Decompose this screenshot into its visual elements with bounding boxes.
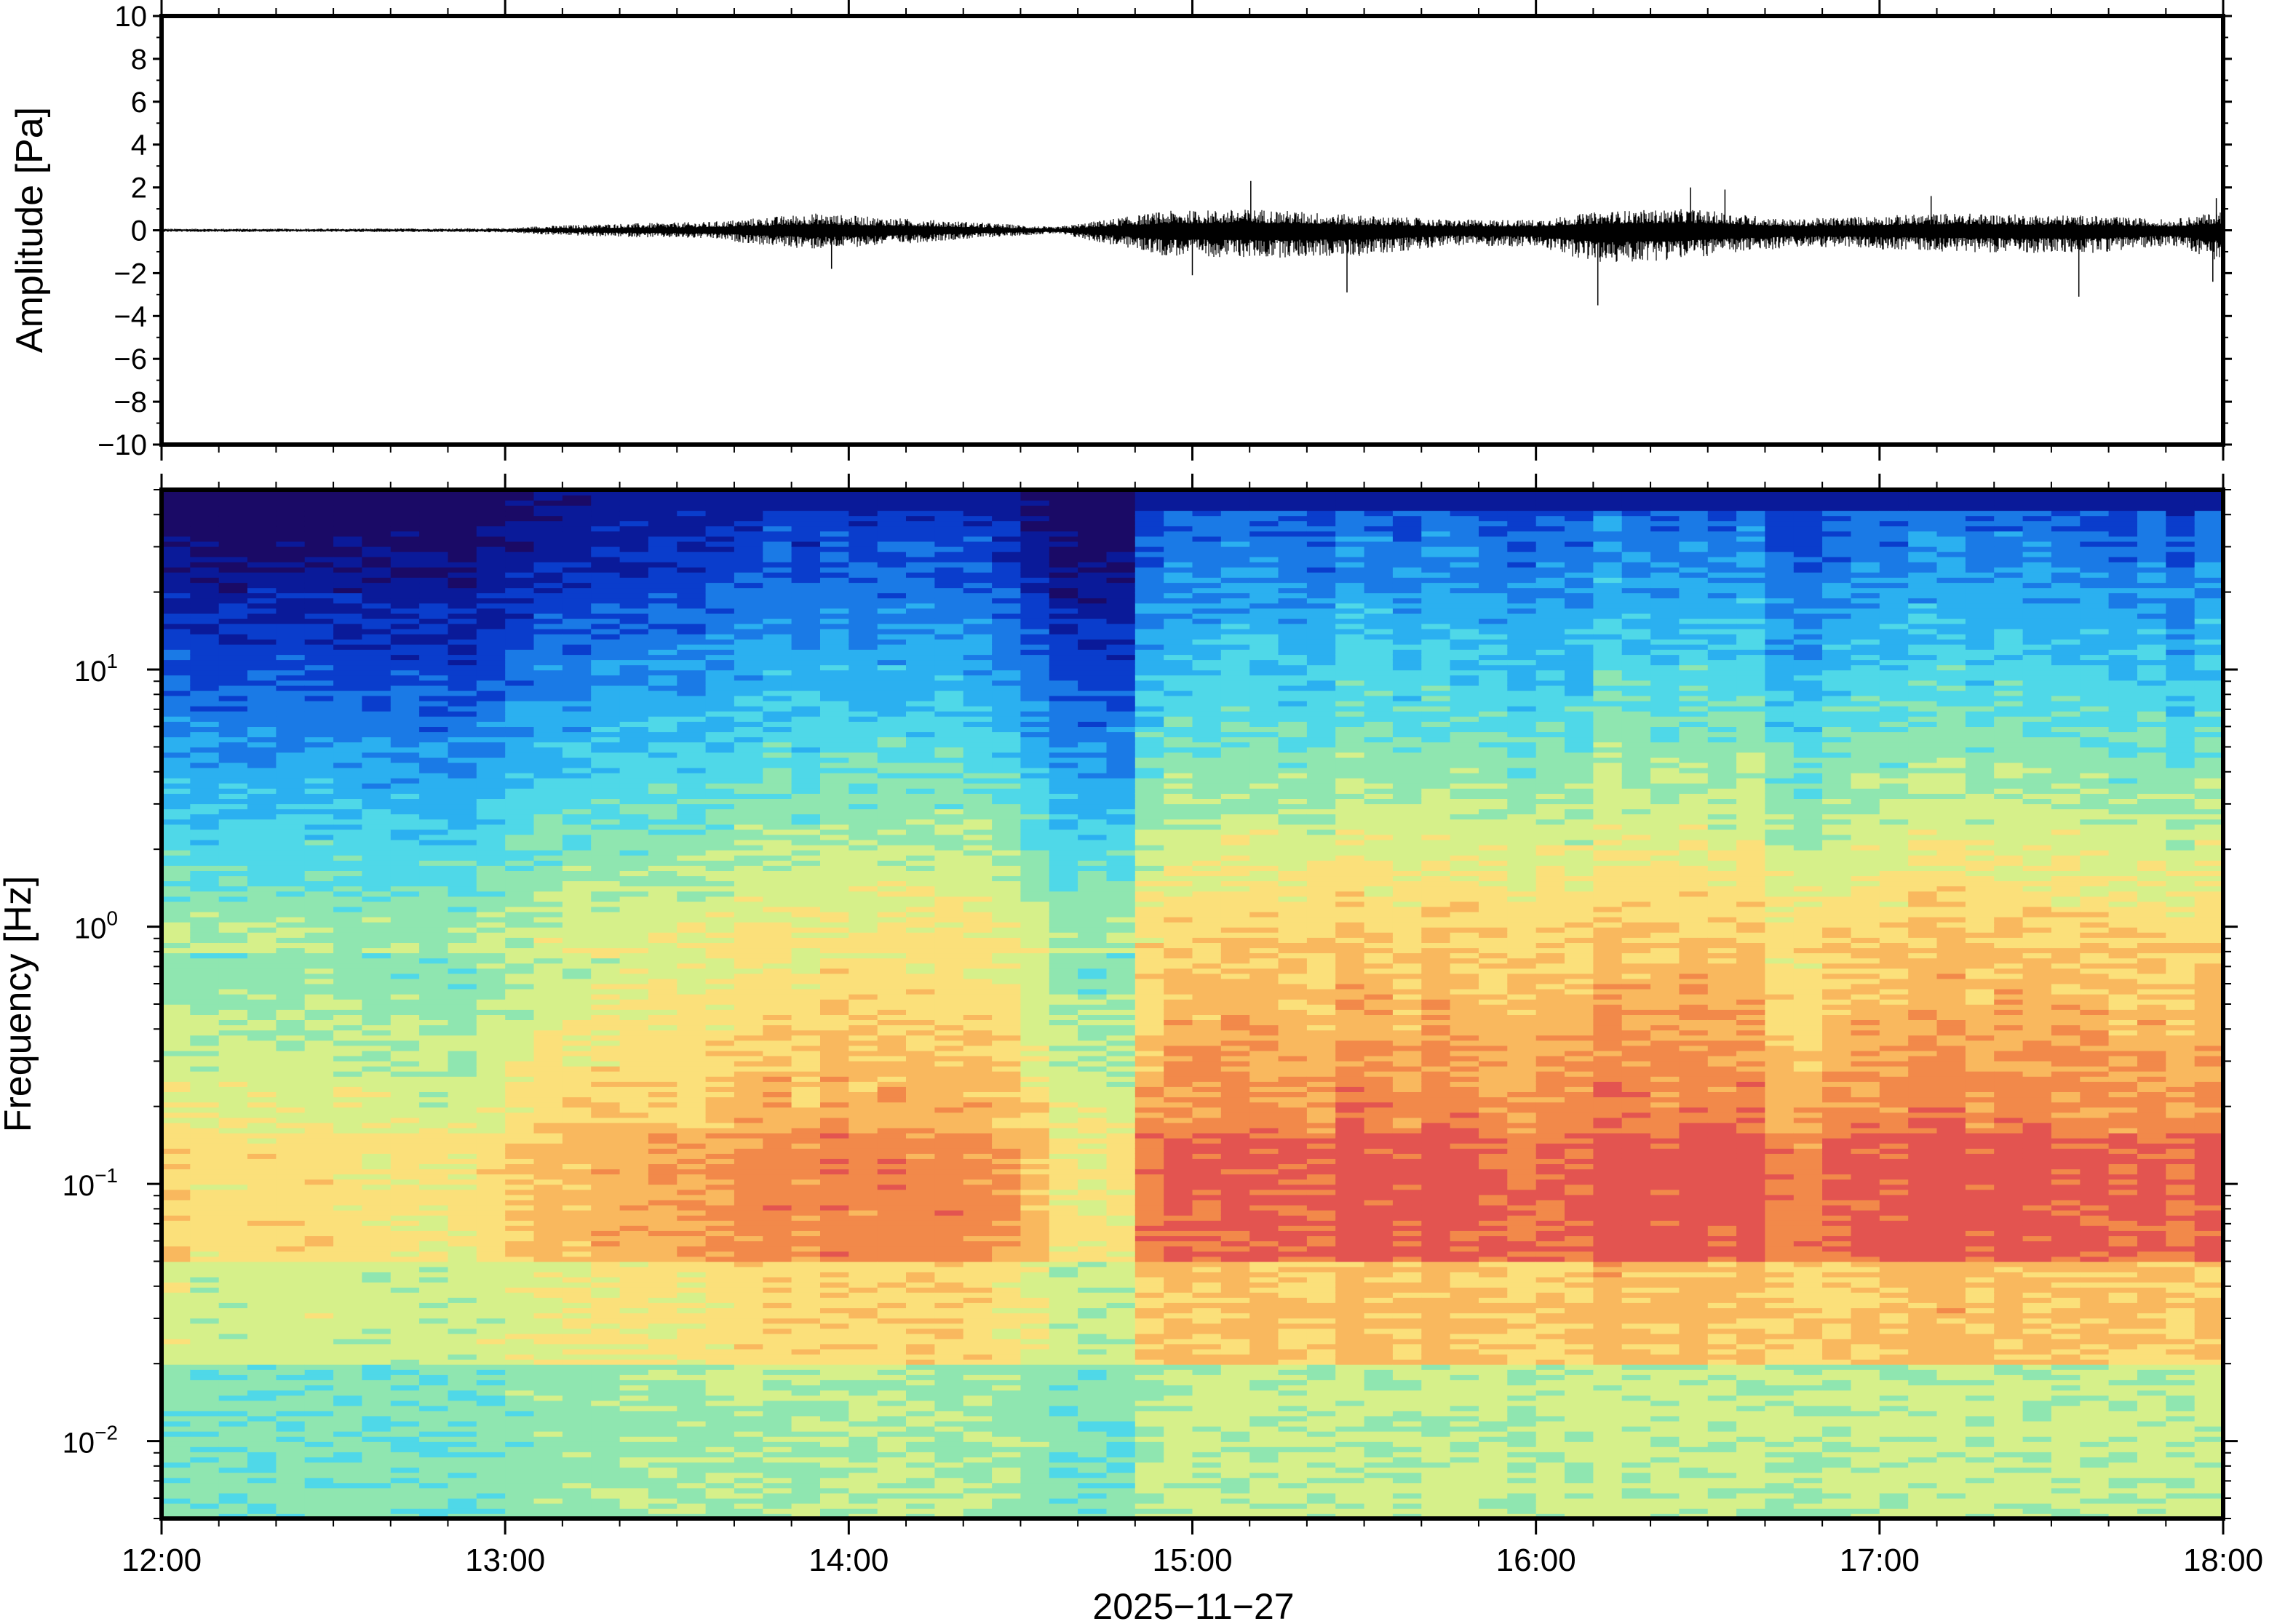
date-label: 2025−11−27 [1092,1586,1294,1624]
waveform-frame [159,14,2225,447]
waveform-peaks [830,180,2217,306]
y-tick-label: −10 [98,429,147,461]
time-axis-labels: 12:00 13:00 14:00 15:00 16:00 17:00 18:00 [122,1543,2263,1578]
spectrogram-heatmap [162,490,2223,1518]
x-tick-label: 15:00 [1152,1543,1232,1578]
x-tick-label: 18:00 [2183,1543,2263,1578]
spectrogram-frame [159,487,2225,1521]
y-tick-label: −8 [114,386,147,418]
y-tick-label: 0 [131,215,147,247]
x-tick-label: 14:00 [808,1543,889,1578]
y-tick-label: 4 [131,130,147,162]
y-tick-label: 101 [74,650,118,688]
y-tick-exponent: 1 [106,650,118,672]
y-tick-label: 2 [131,172,147,204]
waveform-trace [162,180,2223,306]
y-tick-label: 10−1 [63,1164,118,1202]
x-tick-label: 13:00 [465,1543,545,1578]
y-tick-label: 100 [74,907,118,945]
y-tick-label: −4 [114,300,147,333]
waveform-panel: 10 8 6 4 2 0 −2 −4 −6 −8 −10 Amplitude [Pa] [9,0,2232,461]
y-tick-exponent: −1 [95,1164,118,1187]
x-tick-label: 16:00 [1496,1543,1576,1578]
y-tick-label: 10 [115,1,148,33]
y-tick-exponent: 0 [106,907,118,930]
y-tick-exponent: −2 [95,1422,118,1444]
x-tick-label: 12:00 [122,1543,202,1578]
y-tick-label: −2 [114,258,147,290]
y-tick-label: 8 [131,44,147,76]
y-tick-label: 10−2 [63,1422,118,1460]
spectrogram-y-axis-title: Frequency [Hz] [0,876,39,1133]
y-tick-label: −6 [114,343,147,375]
waveform-y-axis-title: Amplitude [Pa] [9,107,51,353]
x-tick-label: 17:00 [1840,1543,1920,1578]
y-tick-label: 6 [131,87,147,119]
